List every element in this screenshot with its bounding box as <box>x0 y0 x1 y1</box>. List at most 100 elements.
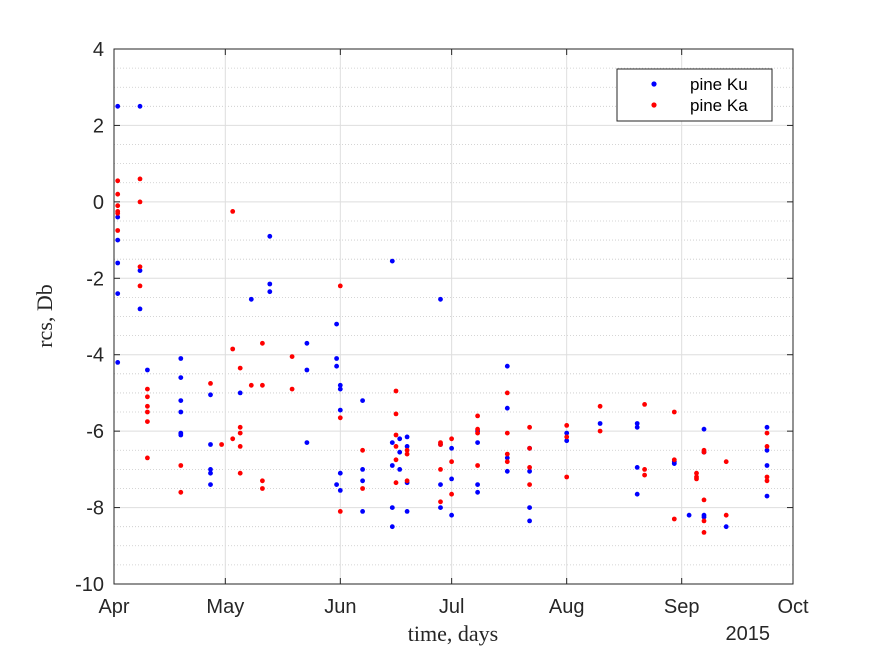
x-tick-label: Jun <box>324 596 356 618</box>
point-pine-ka <box>597 428 603 434</box>
point-pine-ka <box>475 463 480 468</box>
point-pine-ka <box>237 470 243 476</box>
point-pine-ka <box>764 478 770 484</box>
point-pine-ku <box>764 447 770 453</box>
point-pine-ka <box>260 478 265 484</box>
point-pine-ka <box>248 382 254 388</box>
point-pine-ka <box>642 402 647 407</box>
point-pine-ka <box>237 430 243 436</box>
point-pine-ku <box>449 445 454 451</box>
point-pine-ku <box>564 438 570 444</box>
point-pine-ka <box>449 459 454 465</box>
point-pine-ku <box>208 470 213 476</box>
y-axis-title: rcs, Db <box>32 284 57 348</box>
point-pine-ka <box>289 386 295 392</box>
point-pine-ku <box>178 398 184 403</box>
point-pine-ku <box>597 421 603 426</box>
point-pine-ka <box>671 516 677 522</box>
y-tick-label: -6 <box>86 421 104 443</box>
point-pine-ka <box>337 509 343 514</box>
point-pine-ku <box>115 260 121 266</box>
point-pine-ka <box>694 470 699 476</box>
point-pine-ku <box>360 398 365 403</box>
x-tick-label: Apr <box>98 596 129 618</box>
point-pine-ka <box>337 415 343 421</box>
point-pine-ku <box>304 440 310 445</box>
point-pine-ka <box>475 426 480 432</box>
point-pine-ka <box>504 451 510 457</box>
point-pine-ka <box>178 463 184 468</box>
x-year-label: 2015 <box>726 623 771 645</box>
point-pine-ku <box>438 505 443 510</box>
point-pine-ku <box>527 518 532 524</box>
point-pine-ku <box>764 463 770 468</box>
point-pine-ka <box>564 423 570 428</box>
point-pine-ku <box>634 491 640 497</box>
point-pine-ku <box>634 421 640 426</box>
point-pine-ku <box>389 505 395 510</box>
point-pine-ka <box>527 445 532 451</box>
point-pine-ku <box>701 514 707 520</box>
y-tick-label: -10 <box>75 574 104 596</box>
point-pine-ka <box>393 411 399 417</box>
point-pine-ku <box>723 524 729 530</box>
x-tick-label: Oct <box>777 596 809 618</box>
point-pine-ku <box>337 407 343 413</box>
point-pine-ku <box>115 237 121 243</box>
legend-marker-pine-ka <box>651 102 657 108</box>
point-pine-ku <box>304 367 310 373</box>
y-tick-label: 4 <box>93 39 104 61</box>
point-pine-ka <box>701 497 707 503</box>
point-pine-ku <box>178 430 184 436</box>
y-tick-label: 0 <box>93 192 104 214</box>
point-pine-ku <box>208 482 213 487</box>
point-pine-ka <box>527 424 532 430</box>
point-pine-ku <box>115 291 121 296</box>
point-pine-ku <box>178 375 184 380</box>
point-pine-ka <box>137 283 143 289</box>
x-tick-label: Aug <box>549 596 585 618</box>
point-pine-ka <box>115 203 121 209</box>
point-pine-ka <box>564 474 570 480</box>
point-pine-ka <box>475 413 480 419</box>
point-pine-ku <box>360 478 365 484</box>
y-tick-label: -4 <box>86 345 104 367</box>
point-pine-ku <box>475 440 480 445</box>
point-pine-ku <box>404 434 410 440</box>
point-pine-ku <box>145 367 150 373</box>
point-pine-ka <box>701 530 707 535</box>
point-pine-ku <box>475 482 480 487</box>
point-pine-ku <box>475 489 480 495</box>
point-pine-ku <box>115 103 121 109</box>
point-pine-ka <box>404 478 410 484</box>
point-pine-ku <box>397 436 403 442</box>
point-pine-ka <box>671 457 677 463</box>
point-pine-ka <box>237 444 243 449</box>
point-pine-ka <box>145 409 150 415</box>
point-pine-ku <box>504 405 510 411</box>
point-pine-ku <box>360 467 365 472</box>
point-pine-ku <box>360 509 365 514</box>
point-pine-ka <box>701 449 707 455</box>
point-pine-ku <box>337 386 343 392</box>
point-pine-ku <box>634 424 640 430</box>
point-pine-ku <box>449 476 454 482</box>
point-pine-ku <box>304 340 310 346</box>
point-pine-ka <box>393 444 399 449</box>
legend-label-pine-ka: pine Ka <box>690 96 748 115</box>
point-pine-ku <box>389 524 395 530</box>
point-pine-ka <box>145 403 150 409</box>
point-pine-ku <box>389 258 395 264</box>
y-tick-label: -8 <box>86 498 104 520</box>
point-pine-ka <box>237 424 243 430</box>
point-pine-ku <box>208 392 213 398</box>
point-pine-ka <box>178 489 184 495</box>
point-pine-ku <box>404 444 410 449</box>
point-pine-ka <box>237 365 243 371</box>
point-pine-ka <box>337 283 343 289</box>
point-pine-ka <box>701 518 707 524</box>
point-pine-ku <box>237 390 243 396</box>
point-pine-ku <box>137 103 143 109</box>
point-pine-ka <box>694 476 699 482</box>
